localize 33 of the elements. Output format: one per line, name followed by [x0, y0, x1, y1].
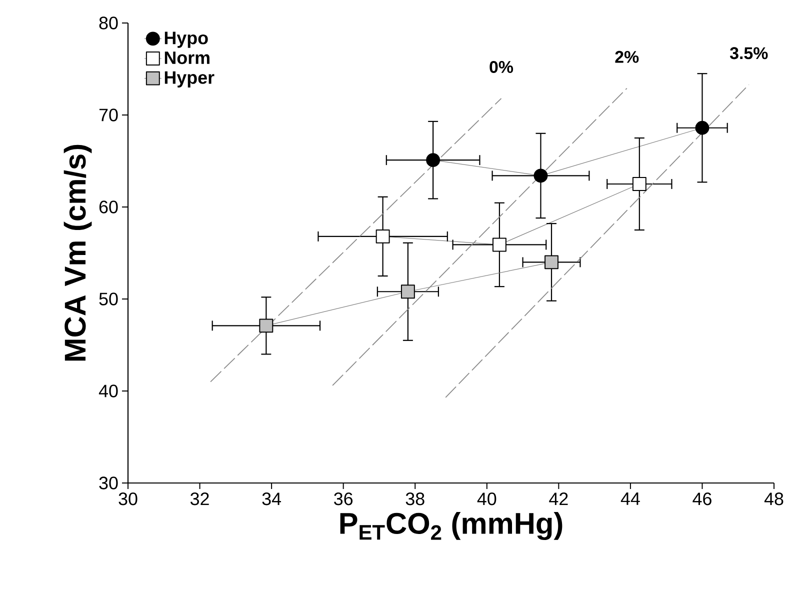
x-tick-label: 36 — [334, 492, 353, 506]
x-tick-label: 32 — [190, 492, 209, 506]
x-tick-label: 38 — [406, 492, 424, 506]
point — [376, 229, 390, 244]
point — [534, 168, 548, 183]
point — [492, 238, 506, 252]
y-tick-label: 30 — [99, 476, 118, 490]
x-tick-label: 34 — [262, 492, 282, 506]
y-tick-label: 70 — [99, 108, 118, 122]
series-label: 0% — [490, 61, 514, 74]
y-tick-label: 60 — [99, 200, 118, 214]
y-tick-label: 40 — [98, 384, 118, 398]
x-tick-label: 44 — [620, 492, 640, 505]
y-axis-title: MCA Vm (cm/s) — [64, 144, 92, 361]
y-tick-label: 80 — [99, 16, 118, 30]
point — [400, 284, 415, 299]
point — [259, 318, 274, 333]
y-tick-label: 50 — [99, 292, 118, 306]
x-tick-label: 40 — [477, 492, 496, 506]
legend-label: Hypo — [164, 32, 208, 48]
series-label: 2% — [615, 50, 639, 63]
legend-label: Norm — [164, 52, 210, 64]
point — [695, 120, 710, 135]
legend-label: Hyper — [164, 71, 214, 88]
x-tick-label: 42 — [549, 492, 568, 506]
point — [426, 153, 440, 168]
series-label: 3.5% — [730, 47, 768, 60]
x-tick-label: 30 — [118, 492, 138, 506]
x-tick-label: 46 — [692, 492, 712, 506]
x-tick-label: 48 — [764, 492, 784, 506]
point — [632, 177, 646, 191]
x-axis-title: P$_{ET}$CO$_{2}$ (mmHg) — [340, 512, 562, 540]
point — [544, 255, 558, 270]
